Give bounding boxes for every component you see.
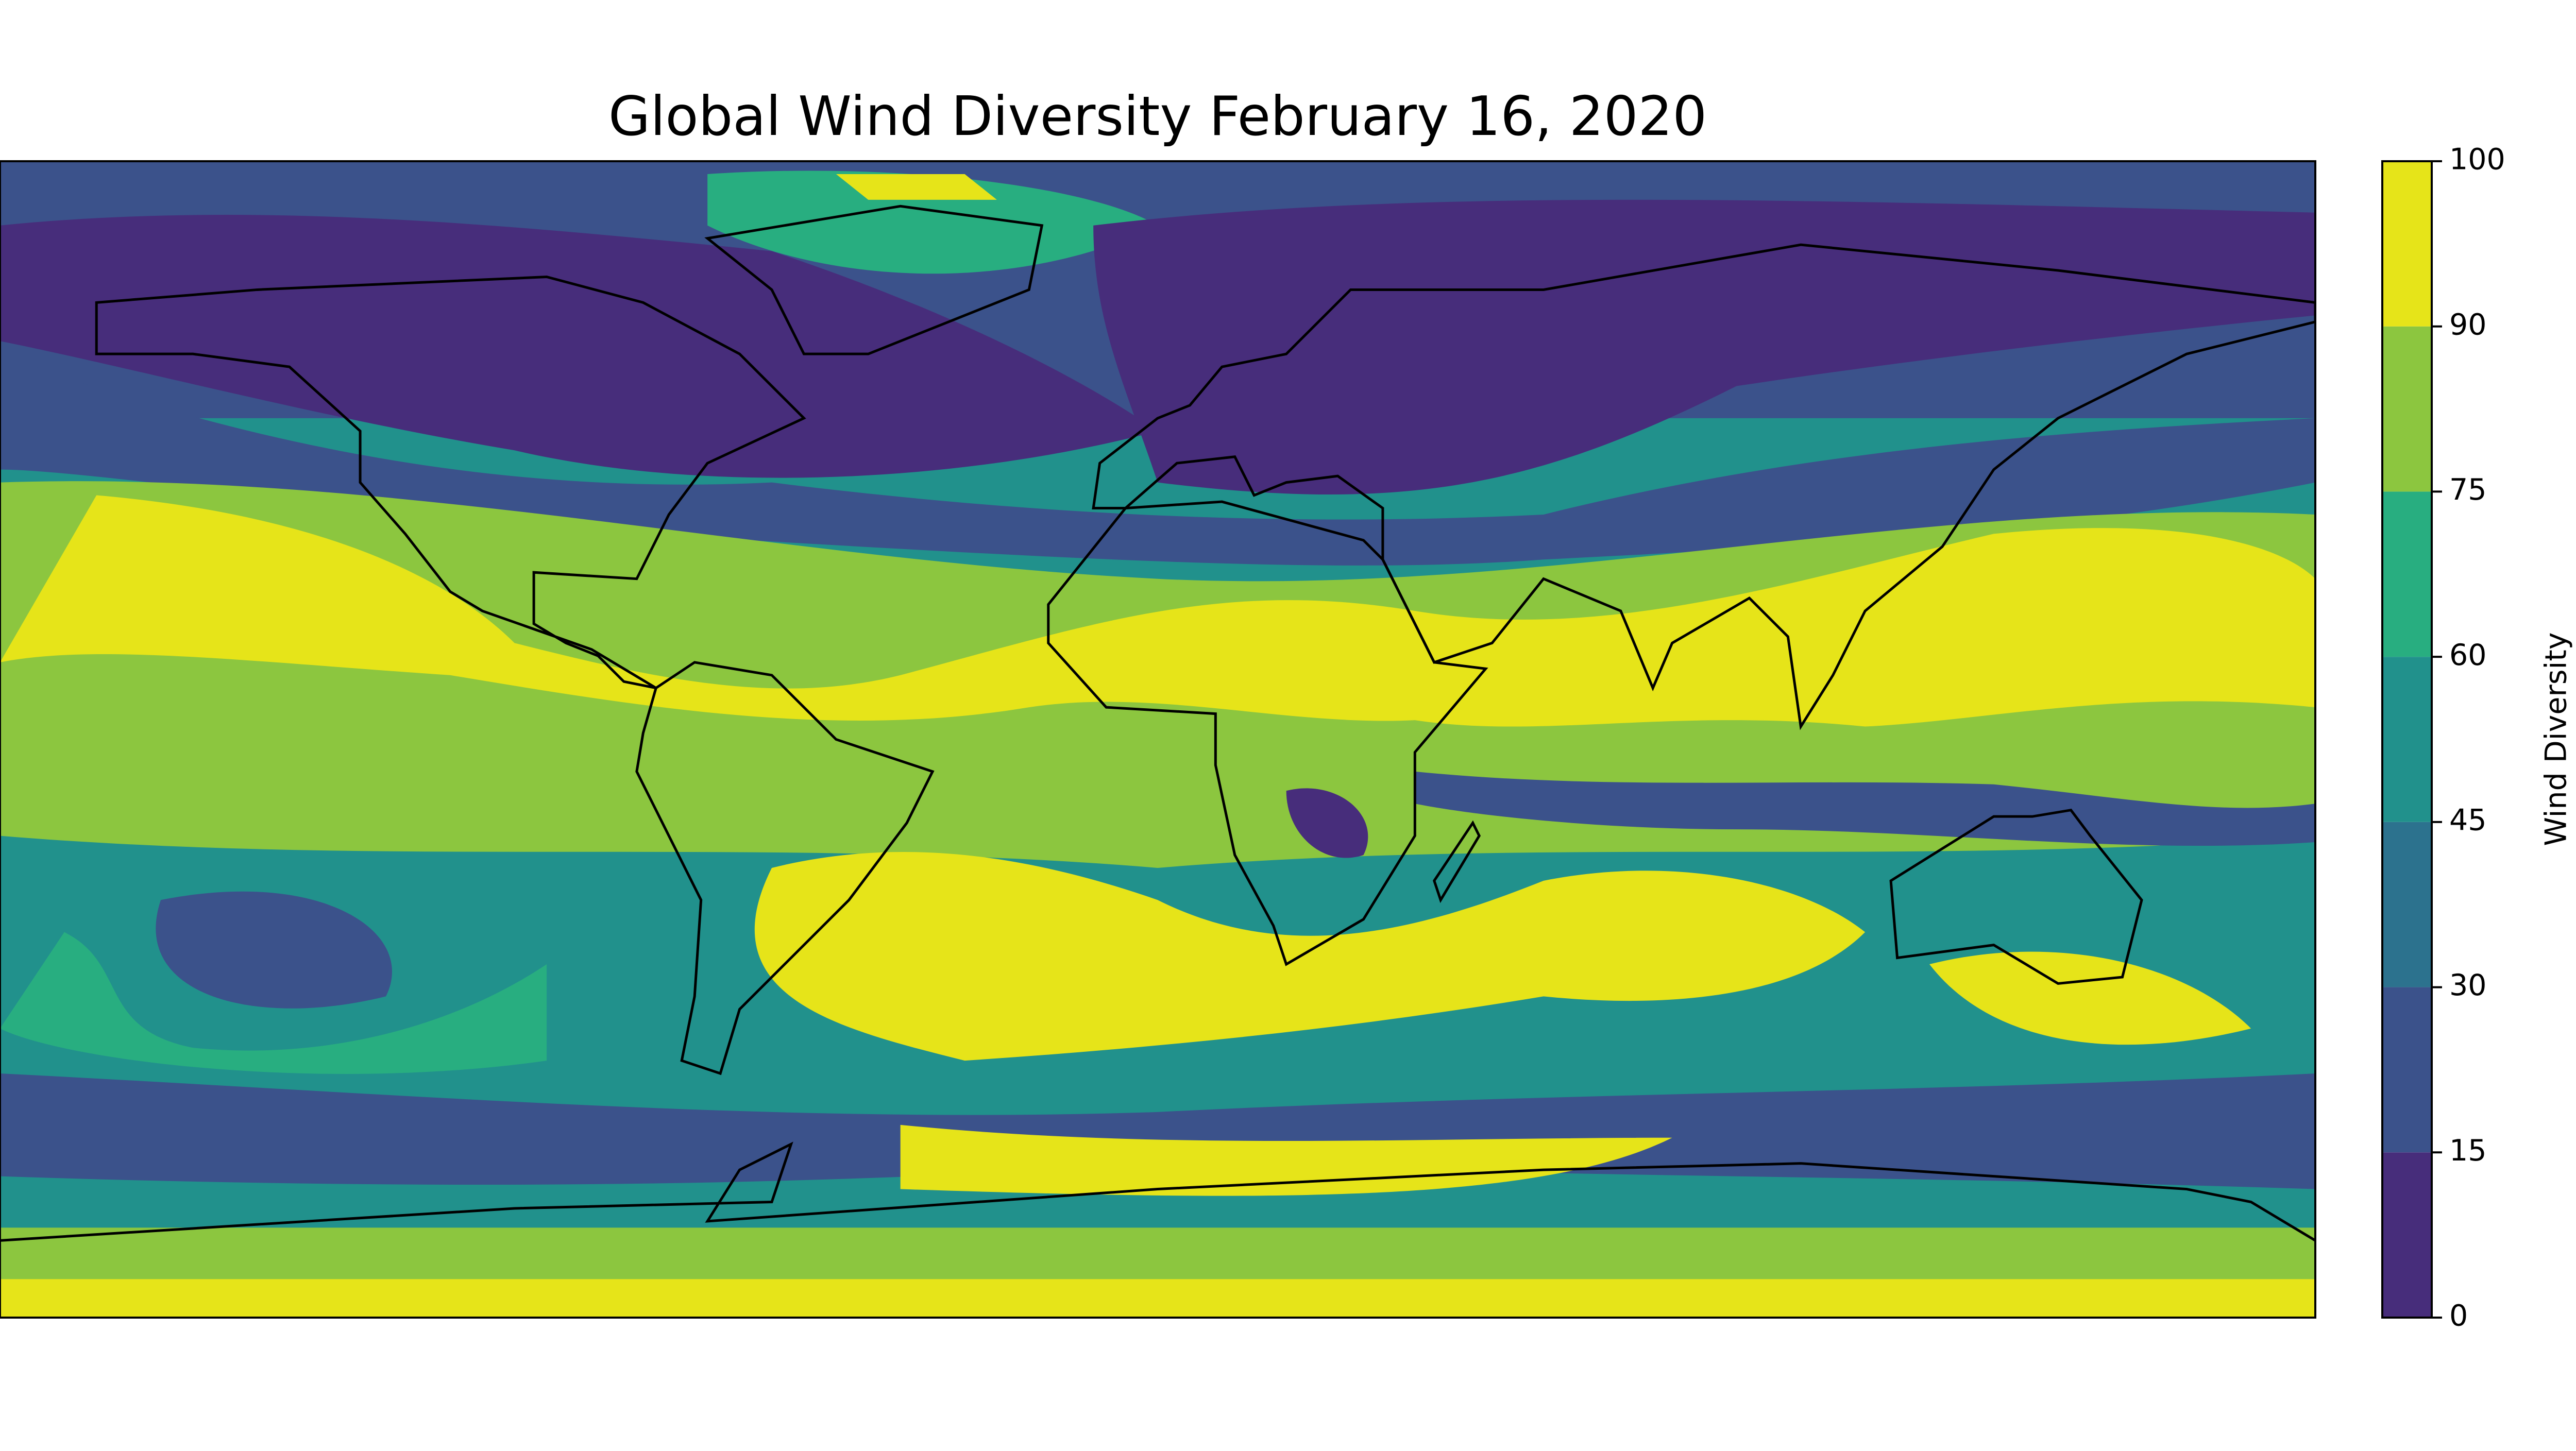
field-blob <box>1286 788 1368 858</box>
field-blob <box>1093 199 2315 494</box>
field-blob <box>156 891 392 1009</box>
field-blob <box>1929 951 2251 1045</box>
field-blob <box>1415 771 2315 846</box>
colorbar-segment <box>2382 1152 2432 1318</box>
colorbar-tick-label: 45 <box>2449 803 2487 837</box>
colorbar-segment <box>2382 987 2432 1153</box>
map-frame <box>0 160 2316 1319</box>
field-blob <box>900 1124 1672 1196</box>
colorbar-tick-label: 100 <box>2449 143 2505 177</box>
field-band <box>0 354 2315 566</box>
coastline <box>1434 823 1479 900</box>
map-field <box>0 161 2315 1318</box>
colorbar-segment <box>2382 161 2432 327</box>
coastline <box>1891 810 2142 984</box>
field-blob <box>0 932 547 1074</box>
field-band <box>0 1279 2315 1318</box>
coastline <box>0 1144 2315 1240</box>
colorbar-tick-label: 30 <box>2449 968 2487 1002</box>
colorbar-segment <box>2382 822 2432 987</box>
coastline <box>96 277 804 688</box>
colorbar-tick-label: 0 <box>2449 1299 2468 1333</box>
colorbar-frame <box>2381 160 2433 1319</box>
field-blob <box>754 851 1866 1061</box>
colorbar-segment <box>2382 657 2432 822</box>
map-title: Global Wind Diversity February 16, 2020 <box>608 85 1707 148</box>
coastline <box>1048 502 1486 964</box>
colorbar-label: Wind Diversity <box>2539 633 2573 846</box>
colorbar-tick-label: 15 <box>2449 1134 2487 1168</box>
field-blob <box>0 215 1158 478</box>
field-blob <box>707 170 1158 274</box>
colorbar-tick-label: 90 <box>2449 308 2487 342</box>
field-band <box>0 1073 2315 1189</box>
colorbar-segment <box>2382 491 2432 657</box>
coastline <box>1093 245 2315 726</box>
colorbar-tick-label: 60 <box>2449 638 2487 672</box>
colorbar-segment <box>2382 326 2432 492</box>
coastline <box>707 206 1042 354</box>
field-blob <box>0 495 2315 727</box>
field-band <box>0 1227 2315 1279</box>
colorbar-tick-label: 75 <box>2449 473 2487 507</box>
field-blob <box>836 174 997 200</box>
colorbar: 0 15 30 45 60 75 90 100 <box>2381 143 2505 1333</box>
coastline <box>637 662 933 1073</box>
